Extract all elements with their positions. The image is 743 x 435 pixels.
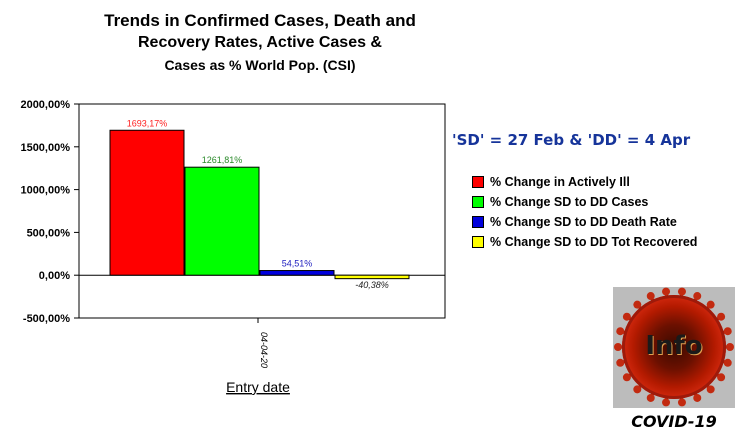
virus-spike-tip xyxy=(717,373,726,382)
legend-label: % Change SD to DD Death Rate xyxy=(490,215,677,229)
covid-info-logo: Info xyxy=(613,287,735,408)
legend-swatch xyxy=(472,236,484,248)
virus-spike-tip xyxy=(622,373,631,382)
virus-spike-tip xyxy=(726,343,734,351)
virus-spike-tip xyxy=(706,300,715,309)
virus-spike-tip xyxy=(706,385,715,394)
virus-spike-tip xyxy=(633,385,642,394)
bar-1 xyxy=(109,129,185,276)
virus-spike-tip xyxy=(614,343,622,351)
bar-value-label: -40,38% xyxy=(355,280,389,290)
bar-2 xyxy=(184,166,260,276)
bar-value-label: 1261,81% xyxy=(202,155,243,165)
y-tick-label: 500,00% xyxy=(27,227,71,239)
y-axis: 2000,00% 1500,00% 1000,00% 500,00% 0,00% -500… xyxy=(20,99,79,325)
bar-3 xyxy=(259,270,335,276)
legend-swatch xyxy=(472,196,484,208)
virus-spike-tip xyxy=(677,287,686,296)
x-axis-title: Entry date xyxy=(226,379,290,395)
virus-spike-tip xyxy=(723,358,732,367)
legend-swatch xyxy=(472,216,484,228)
legend-label: % Change SD to DD Tot Recovered xyxy=(490,235,698,249)
y-tick-label: 1000,00% xyxy=(20,185,70,197)
legend-swatch xyxy=(472,176,484,188)
y-tick-label: 2000,00% xyxy=(20,99,70,111)
chart-title: Trends in Confirmed Cases, Death and Rec… xyxy=(60,10,460,76)
virus-spike-tip xyxy=(616,358,625,367)
virus-spike-tip xyxy=(662,287,671,296)
legend-label: % Change in Actively Ill xyxy=(490,175,630,189)
covid-label: COVID-19 xyxy=(631,412,717,431)
virus-spike-tip xyxy=(677,398,686,407)
logo-text: Info xyxy=(645,331,703,361)
bar-4 xyxy=(334,274,410,280)
chart-title-line-1: Trends in Confirmed Cases, Death and xyxy=(104,11,416,30)
legend-item-cases: % Change SD to DD Cases xyxy=(472,192,697,212)
legend-label: % Change SD to DD Cases xyxy=(490,195,649,209)
bar-labels: 1693,17% 1261,81% 54,51% -40,38% xyxy=(127,118,389,290)
virus-spike-tip xyxy=(717,312,726,321)
date-definition-note: 'SD' = 27 Feb & 'DD' = 4 Apr xyxy=(452,131,691,149)
virus-body xyxy=(622,295,726,399)
bar-value-label: 1693,17% xyxy=(127,118,168,128)
x-category-label: 04-04-20 xyxy=(259,332,269,368)
bars xyxy=(109,129,410,280)
bar-value-label: 54,51% xyxy=(282,259,313,269)
virus-spike-tip xyxy=(693,393,702,402)
virus-spike-tip xyxy=(646,393,655,402)
virus-spike-tip xyxy=(662,398,671,407)
virus-spike-tip xyxy=(616,327,625,336)
chart-title-line-3: Cases as % World Pop. (CSI) xyxy=(164,57,356,73)
legend-item-tot-recovered: % Change SD to DD Tot Recovered xyxy=(472,232,697,252)
y-tick-label: 0,00% xyxy=(39,270,70,282)
y-tick-label: -500,00% xyxy=(23,313,70,325)
legend: % Change in Actively Ill % Change SD to … xyxy=(472,172,697,252)
chart-title-line-2: Recovery Rates, Active Cases & xyxy=(138,34,382,51)
virus-spike-tip xyxy=(646,292,655,301)
y-tick-label: 1500,00% xyxy=(20,142,70,154)
virus-spike-tip xyxy=(723,327,732,336)
legend-item-death-rate: % Change SD to DD Death Rate xyxy=(472,212,697,232)
legend-item-actively-ill: % Change in Actively Ill xyxy=(472,172,697,192)
bar-chart: 2000,00% 1500,00% 1000,00% 500,00% 0,00% -500… xyxy=(20,99,446,395)
virus-spike-tip xyxy=(693,292,702,301)
